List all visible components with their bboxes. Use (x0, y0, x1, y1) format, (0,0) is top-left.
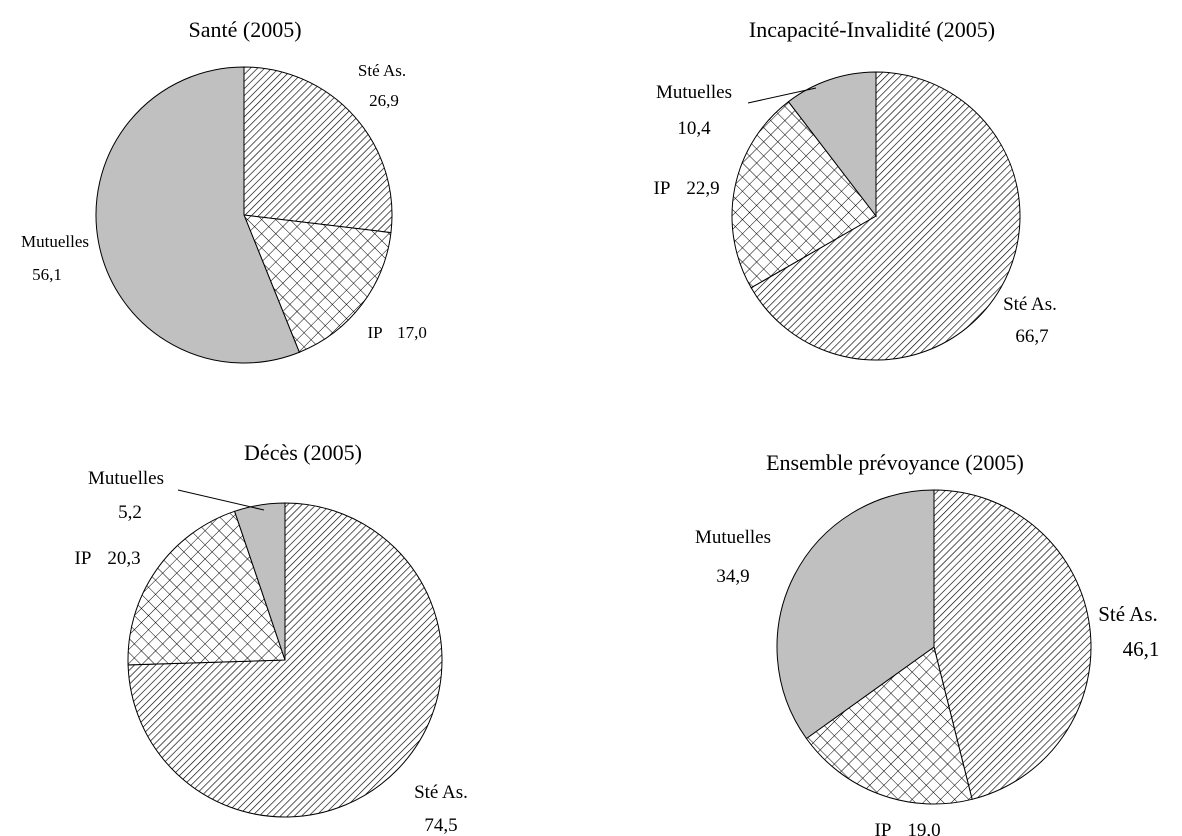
slice-value-ip: 20,3 (107, 548, 140, 569)
slice-value-ste-as: 26,9 (369, 91, 399, 110)
leader-line-mutuelles (747, 87, 817, 104)
slice-value-mutuelles: 34,9 (716, 566, 749, 587)
pie-chart-ensemble-prevoyance: Ensemble prévoyance (2005) Mutuelles 34,… (695, 450, 1159, 836)
slice-label-mutuelles: Mutuelles (695, 527, 771, 548)
pie-slice-ip (243, 214, 392, 353)
pie-slice-ip (805, 646, 973, 805)
slice-label-ste-as: Sté As. (414, 782, 468, 803)
slice-label-ip: IP (654, 178, 671, 199)
pie-slice-mutuelles (787, 71, 877, 218)
slice-label-ip: IP (875, 820, 892, 836)
pie-chart-sante: Santé (2005) Sté As. 26,9 Mutuelles 56,1… (21, 17, 427, 364)
chart-title: Décès (2005) (244, 440, 362, 465)
chart-title: Santé (2005) (188, 17, 301, 42)
pie-slice-mutuelles (233, 502, 286, 661)
slice-value-ste-as: 46,1 (1123, 637, 1160, 661)
slice-label-ip: IP (367, 323, 382, 342)
chart-title: Ensemble prévoyance (2005) (766, 450, 1024, 475)
slice-value-ste-as: 66,7 (1015, 326, 1048, 347)
slice-value-mutuelles: 56,1 (32, 265, 62, 284)
slice-value-ste-as: 74,5 (424, 815, 457, 836)
pie-slice-ip (731, 100, 877, 289)
pie-chart-incapacite-invalidite: Incapacité-Invalidité (2005) Mutuelles 1… (654, 17, 1057, 361)
slice-label-ip: IP (75, 548, 92, 569)
slice-label-mutuelles: Mutuelles (21, 232, 89, 251)
pie-slice-st-as (750, 71, 1021, 361)
slice-value-mutuelles: 10,4 (677, 118, 711, 139)
pie-slice-ip (127, 510, 286, 666)
slice-label-ste-as: Sté As. (1003, 294, 1057, 315)
slice-value-ip: 17,0 (397, 323, 427, 342)
pie-slice-st-as (243, 66, 393, 234)
slice-label-mutuelles: Mutuelles (656, 82, 732, 103)
slice-value-ip: 19,0 (907, 820, 940, 836)
chart-title: Incapacité-Invalidité (2005) (749, 17, 995, 42)
pie-slice-mutuelles (776, 489, 935, 740)
leader-line-mutuelles (177, 489, 265, 511)
pie-chart-deces: Décès (2005) Mutuelles 5,2 IP 20,3 Sté A… (75, 440, 468, 836)
slice-label-ste-as: Sté As. (1098, 602, 1158, 626)
slice-label-mutuelles: Mutuelles (88, 468, 164, 489)
slice-label-ste-as: Sté As. (358, 61, 406, 80)
pie-slice-mutuelles (95, 66, 301, 364)
slice-value-mutuelles: 5,2 (118, 502, 142, 523)
pie-slice-st-as (933, 489, 1092, 800)
slice-value-ip: 22,9 (686, 178, 719, 199)
